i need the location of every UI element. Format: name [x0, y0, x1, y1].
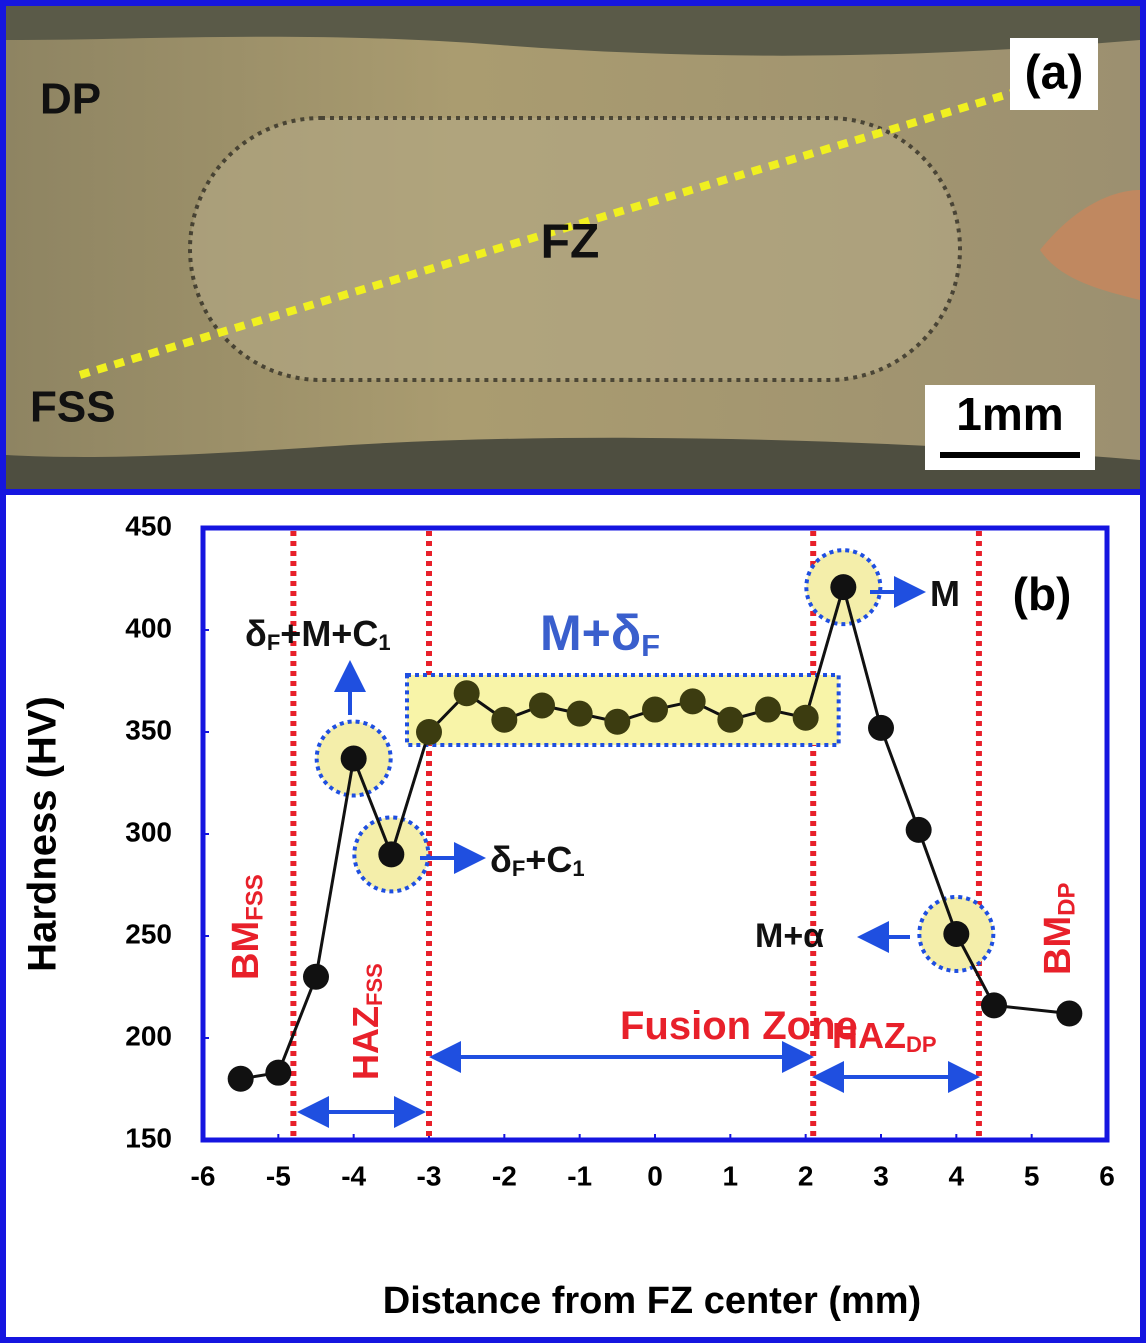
annotation-subscript: FSS [362, 963, 387, 1006]
data-point [868, 714, 894, 741]
panel-label: (a) [1025, 47, 1084, 100]
y-tick-label: 250 [125, 918, 172, 949]
annotation-subscript: FSS [242, 874, 269, 921]
data-line [240, 581, 1070, 1081]
annotation-text: Fusion Zone [620, 1004, 858, 1048]
annotation-text: +M+C [280, 613, 378, 654]
data-point [416, 719, 442, 745]
annotation-text: δ [490, 839, 512, 880]
data-point [679, 688, 706, 715]
y-tick-label: 400 [125, 612, 172, 643]
region-label: FZ [541, 216, 600, 269]
annotation-text: +C [525, 839, 572, 880]
annotation-text: δ [245, 613, 267, 654]
annotation: δF+C1 [490, 839, 585, 881]
y-tick-label: 350 [125, 714, 172, 745]
x-tick-label: 4 [949, 1160, 965, 1191]
y-tick-label: 200 [125, 1020, 172, 1051]
y-tick-label: 450 [125, 510, 172, 541]
data-point [265, 1059, 292, 1086]
annotation: M+α [755, 917, 824, 955]
label-box [1010, 38, 1098, 110]
panel-label: (b) [1013, 568, 1072, 620]
annotation-subscript: F [267, 630, 280, 655]
micrograph: (a) DP FZ FSS 1mm [6, 6, 1140, 490]
annotation: BMFSS [225, 874, 269, 980]
data-point [1056, 1000, 1083, 1027]
annotation-text: M+δ [540, 605, 641, 661]
x-tick-label: 1 [723, 1160, 739, 1191]
fusion-zone-outline [188, 116, 962, 382]
annotation: M [930, 573, 960, 614]
data-point [642, 696, 668, 723]
annotation: HAZFSS [345, 963, 387, 1080]
annotation-text: HAZ [345, 1006, 386, 1080]
annotation-text: BM [1037, 916, 1079, 975]
annotation-text: M+α [755, 917, 824, 955]
x-tick-label: 0 [647, 1160, 663, 1191]
x-tick-label: -4 [341, 1160, 366, 1191]
x-tick-label: -5 [266, 1160, 291, 1191]
data-point [453, 680, 480, 707]
data-point [529, 692, 555, 719]
measure-line [78, 88, 1017, 379]
y-tick-label: 150 [125, 1122, 172, 1153]
data-point [378, 841, 405, 868]
x-tick-label: 5 [1024, 1160, 1040, 1191]
data-point [905, 816, 932, 843]
data-point [227, 1065, 254, 1092]
x-tick-label: -1 [567, 1160, 592, 1191]
annotation: δF+M+C1 [245, 613, 391, 655]
x-tick-label: 2 [798, 1160, 814, 1191]
annotation-subscript: 1 [378, 630, 390, 655]
annotation-subscript: 1 [572, 856, 584, 881]
data-point [943, 920, 970, 947]
data-point [981, 992, 1007, 1019]
y-axis-label: Hardness (HV) [21, 696, 65, 972]
annotation-subscript: DP [1054, 883, 1081, 916]
region-label: DP [40, 75, 101, 124]
x-tick-label: -6 [191, 1160, 216, 1191]
x-tick-label: -3 [417, 1160, 442, 1191]
annotation-text: HAZ [832, 1015, 906, 1056]
annotation-text: BM [225, 921, 267, 980]
y-tick-label: 300 [125, 816, 172, 847]
data-point [830, 574, 857, 601]
annotation: M+δF [540, 605, 660, 663]
data-point [303, 963, 329, 990]
data-point [792, 704, 819, 731]
annotation-subscript: F [641, 628, 660, 663]
data-point [340, 745, 367, 772]
x-tick-label: 3 [873, 1160, 889, 1191]
annotation-subscript: DP [906, 1032, 937, 1057]
bottom-edge [6, 437, 1140, 490]
edge-color [1040, 190, 1140, 300]
data-point [604, 708, 631, 735]
x-tick-label: -2 [492, 1160, 517, 1191]
annotation: HAZDP [832, 1015, 937, 1057]
annotation: BMDP [1037, 883, 1081, 975]
data-point [755, 696, 781, 723]
annotation-text: M [930, 573, 960, 614]
annotation-subscript: F [512, 856, 525, 881]
data-point [491, 706, 518, 733]
scale-label: 1mm [956, 388, 1063, 440]
data-point [717, 706, 744, 733]
x-tick-label: 6 [1099, 1160, 1115, 1191]
x-axis-label: Distance from FZ center (mm) [383, 1280, 921, 1322]
region-label: FSS [30, 383, 116, 432]
data-point [566, 700, 593, 727]
top-edge [6, 6, 1140, 56]
annotation: Fusion Zone [620, 1004, 858, 1048]
